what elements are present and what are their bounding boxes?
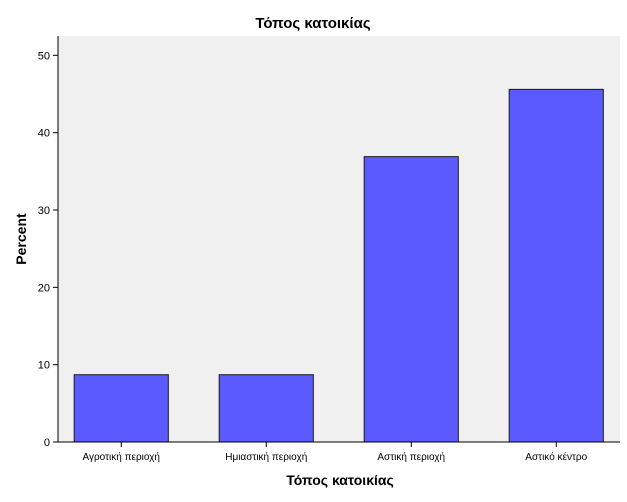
bar [508, 88, 604, 443]
y-tick-label: 20 [38, 282, 50, 294]
y-axis-label: Percent [13, 213, 29, 265]
bar [73, 374, 169, 443]
bars-group [73, 88, 604, 443]
x-tick-label: Αγροτική περιοχή [83, 451, 160, 463]
bar [218, 374, 314, 443]
y-tick-label: 10 [38, 360, 50, 372]
y-tick-label: 0 [44, 437, 50, 449]
x-tick-label: Ημιαστική περιοχή [225, 451, 307, 463]
y-tick-label: 30 [38, 205, 50, 217]
y-tick-label: 50 [38, 50, 50, 62]
y-tick-label: 40 [38, 128, 50, 140]
bar [363, 156, 459, 443]
x-tick-label: Αστική περιοχή [377, 451, 445, 463]
x-tick-label: Αστικό κέντρο [525, 451, 587, 463]
x-axis-ticks: Αγροτική περιοχή Ημιαστική περιοχή Αστική … [83, 442, 588, 463]
x-axis-label: Τόπος κατοικίας [286, 472, 394, 488]
chart-title: Τόπος κατοικίας [255, 15, 370, 32]
y-axis-ticks: 0 10 20 30 40 50 [38, 50, 58, 449]
